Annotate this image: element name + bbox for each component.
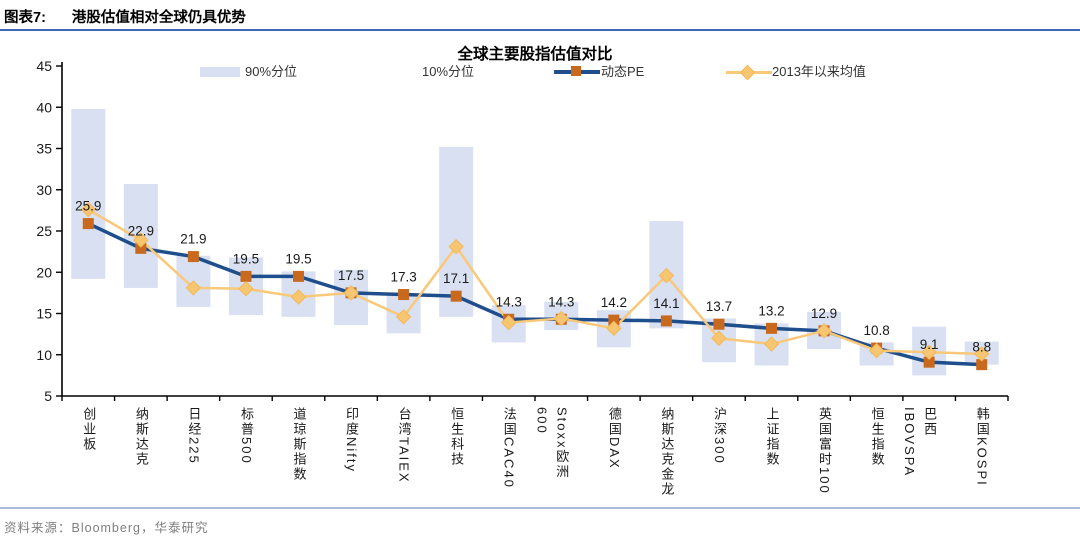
x-axis-label: 恒生指数 <box>869 407 885 467</box>
pe-data-label: 19.5 <box>233 251 259 266</box>
x-axis-label: 英国富时100 <box>817 407 833 495</box>
figure-title: 港股估值相对全球仍具优势 <box>71 10 246 26</box>
x-axis-label: 恒生科技 <box>449 407 465 467</box>
avg-marker <box>921 344 937 360</box>
x-axis-label: 纳斯达克 <box>133 407 149 467</box>
avg-marker <box>711 330 727 346</box>
pe-data-label: 9.1 <box>920 337 939 352</box>
avg-marker <box>553 310 569 327</box>
x-axis-label: 标普500 <box>238 407 254 465</box>
pe-data-label: 22.9 <box>128 223 154 238</box>
pe-data-label: 13.7 <box>706 299 732 314</box>
avg-marker <box>448 238 464 255</box>
y-axis-tick-label: 5 <box>44 388 52 404</box>
x-axis-label: 沪深300 <box>711 407 727 465</box>
y-axis-tick-label: 40 <box>36 99 52 115</box>
avg-marker <box>816 323 832 339</box>
pe-data-label: 17.3 <box>390 270 416 285</box>
pe-data-label: 13.2 <box>758 303 784 318</box>
x-axis-label: 道琼斯指数 <box>291 407 307 482</box>
x-axis-label: 韩国KOSPI <box>974 407 990 487</box>
pe-marker <box>660 315 672 327</box>
pe-marker <box>608 314 620 326</box>
chart-area: 全球主要股指估值对比 90%分位 10%分位 动态PE 2013年以来均值 45… <box>0 40 1080 505</box>
avg-marker <box>238 281 254 297</box>
avg-marker <box>868 342 885 359</box>
pe-data-label: 12.9 <box>811 306 837 321</box>
x-axis-label: 法国CAC40 <box>501 407 517 489</box>
x-axis-label: 日经225 <box>186 407 202 465</box>
pe-marker <box>187 251 199 263</box>
pe-data-label: 21.9 <box>180 232 206 247</box>
y-axis-tick-label: 10 <box>36 347 52 363</box>
x-axis-label: 上证指数 <box>764 407 780 467</box>
pe-marker <box>82 218 94 230</box>
x-axis-label: 纳斯达克金龙 <box>659 407 675 497</box>
pe-marker <box>398 289 410 301</box>
avg-marker <box>395 309 412 325</box>
y-axis-tick-label: 30 <box>36 182 52 198</box>
avg-marker <box>185 280 202 296</box>
pe-data-label: 14.2 <box>601 295 627 310</box>
x-axis-label: 巴西IBOVSPA <box>902 407 938 478</box>
y-axis-tick-label: 25 <box>36 223 52 239</box>
legend-label-avg: 2013年以来均值 <box>772 64 866 79</box>
x-axis-label: Stoxx欧洲600 <box>534 407 570 480</box>
pe-marker <box>135 242 147 254</box>
pe-marker <box>766 322 777 334</box>
pe-marker <box>240 270 252 282</box>
source-note: 资料来源：Bloomberg，华泰研究 <box>4 521 209 535</box>
avg-marker <box>290 289 307 305</box>
pe-marker <box>976 359 988 371</box>
pe-data-label: 14.1 <box>653 296 679 311</box>
avg-marker <box>763 336 780 352</box>
avg-marker <box>974 346 990 362</box>
avg-marker <box>343 285 359 301</box>
figure-header: 图表7: 港股估值相对全球仍具优势 <box>0 0 1080 31</box>
legend-label-90pct: 90%分位 <box>245 64 298 79</box>
pe-data-label: 14.3 <box>496 294 522 309</box>
x-axis-label: 创业板 <box>81 407 97 452</box>
y-axis-tick-label: 20 <box>36 264 52 280</box>
avg-marker <box>133 232 149 248</box>
avg-marker <box>606 320 622 337</box>
pe-data-label: 10.8 <box>863 323 889 338</box>
x-axis-label: 印度Nifty <box>344 407 360 473</box>
pe-marker <box>293 270 304 282</box>
pe-data-label: 17.5 <box>338 268 364 283</box>
legend-band-swatch-icon <box>200 67 240 77</box>
pe-data-label: 25.9 <box>75 199 101 214</box>
figure-label: 图表7: <box>4 10 46 26</box>
y-axis-tick-label: 15 <box>36 306 52 322</box>
legend-label-pe: 动态PE <box>601 64 645 79</box>
avg-line-series <box>87 208 982 356</box>
pe-line-series <box>87 221 982 367</box>
legend-label-10pct: 10%分位 <box>422 64 475 79</box>
pe-data-label: 8.8 <box>972 340 991 355</box>
avg-marker <box>501 314 517 331</box>
pe-data-label: 14.3 <box>548 294 574 309</box>
legend-pe-marker-icon <box>571 66 581 76</box>
pe-data-label: 17.1 <box>443 271 469 286</box>
pe-marker <box>923 356 935 368</box>
chart-title: 全球主要股指估值对比 <box>457 46 613 63</box>
avg-marker <box>658 267 675 284</box>
pe-data-label: 19.5 <box>285 251 311 266</box>
pe-marker <box>450 290 462 302</box>
percentile-band-bar <box>71 108 106 279</box>
y-axis-tick-label: 35 <box>36 141 52 157</box>
x-axis-label: 德国DAX <box>606 407 622 470</box>
y-axis-tick-label: 45 <box>36 58 52 74</box>
figure-footer: 资料来源：Bloomberg，华泰研究 <box>0 507 1080 541</box>
chart-canvas: 45 40 35 30 25 20 15 10 5 25.9 22.9 21.9 19.5 19.5 17.… <box>36 58 1009 404</box>
x-axis-label: 台湾TAIEX <box>396 407 412 484</box>
percentile-band-bar <box>439 146 474 317</box>
avg-marker <box>80 201 96 218</box>
pe-marker <box>713 318 725 330</box>
